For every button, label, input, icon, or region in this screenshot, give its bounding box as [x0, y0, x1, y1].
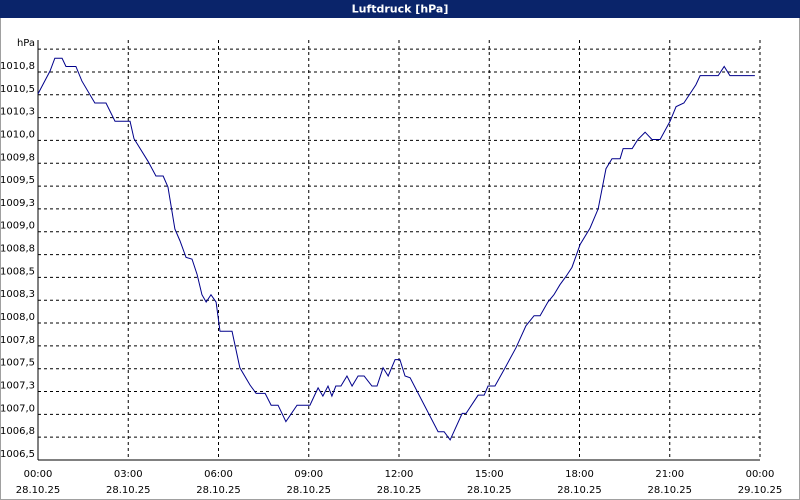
x-tick-date: 29.10.25: [738, 485, 783, 496]
x-tick-date: 28.10.25: [467, 485, 512, 496]
chart-title: Luftdruck [hPa]: [352, 3, 449, 16]
x-tick-date: 28.10.25: [106, 485, 151, 496]
data-line: [37, 57, 755, 441]
y-tick-label: 1009,0: [0, 221, 35, 232]
y-tick-label: 1010,8: [0, 61, 35, 72]
x-tick-label: 03:00: [114, 469, 143, 480]
x-tick-label: 12:00: [385, 469, 414, 480]
y-tick-label: 1007,8: [0, 335, 35, 346]
y-tick-label: 1007,3: [0, 381, 35, 392]
y-tick-label: 1007,5: [0, 358, 35, 369]
y-tick-label: 1008,0: [0, 312, 35, 323]
y-tick-label: 1008,5: [0, 266, 35, 277]
y-tick-label: 1006,5: [0, 449, 35, 460]
y-tick-label: 1008,3: [0, 289, 35, 300]
x-tick-label: 21:00: [655, 469, 684, 480]
x-tick-label: 00:00: [24, 469, 53, 480]
x-tick-label: 00:00: [746, 469, 775, 480]
x-tick-label: 18:00: [565, 469, 594, 480]
x-tick-date: 28.10.25: [557, 485, 602, 496]
y-tick-label: 1008,8: [0, 244, 35, 255]
x-tick-date: 28.10.25: [196, 485, 241, 496]
y-tick-label: 1009,8: [0, 152, 35, 163]
y-tick-label: 1009,3: [0, 198, 35, 209]
y-tick-label: 1010,0: [0, 129, 35, 140]
y-tick-label: 1006,8: [0, 426, 35, 437]
x-tick-label: 09:00: [294, 469, 323, 480]
y-tick-label: 1007,0: [0, 403, 35, 414]
y-tick-label: 1010,3: [0, 107, 35, 118]
y-tick-label: 1009,5: [0, 175, 35, 186]
y-tick-label: 1010,5: [0, 84, 35, 95]
x-tick-date: 28.10.25: [377, 485, 422, 496]
y-tick-label: hPa: [17, 38, 35, 49]
x-tick-date: 28.10.25: [16, 485, 61, 496]
x-tick-label: 15:00: [475, 469, 504, 480]
x-tick-date: 28.10.25: [286, 485, 331, 496]
title-bar: [0, 0, 800, 18]
x-tick-date: 28.10.25: [647, 485, 692, 496]
x-tick-label: 06:00: [204, 469, 233, 480]
